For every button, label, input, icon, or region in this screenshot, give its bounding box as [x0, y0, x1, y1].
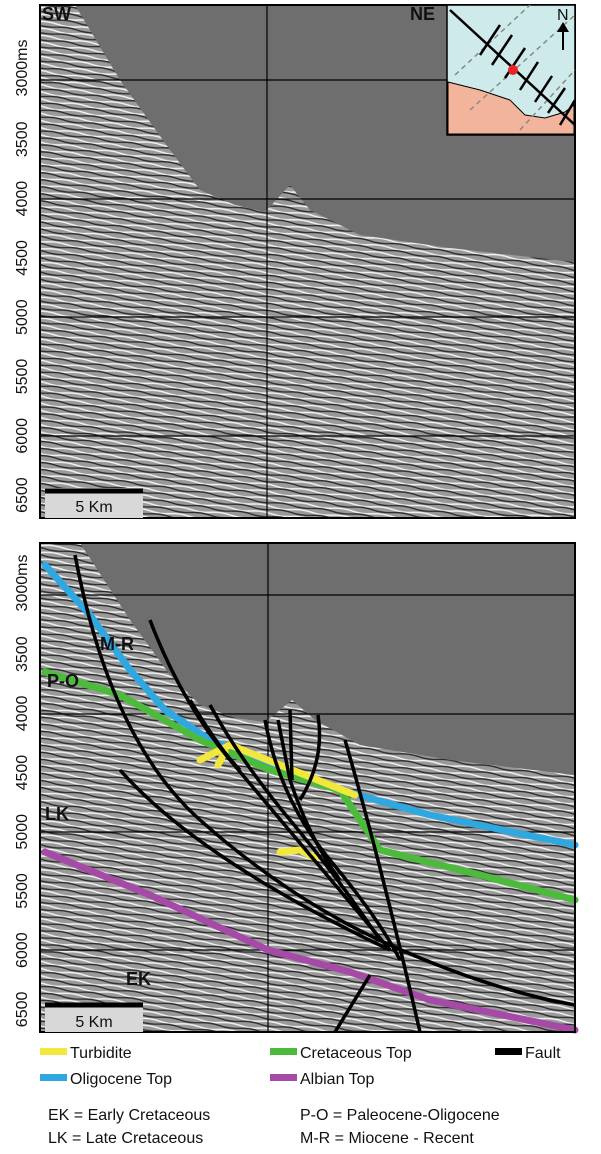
- horizon: [41, 561, 579, 849]
- y-tick-label: 3500: [14, 636, 31, 672]
- y-tick-label: 6500: [14, 477, 31, 513]
- legend-swatch: [40, 1074, 67, 1081]
- bottom-panel: 5 Km: [39, 542, 579, 1034]
- note: M-R = Miocene - Recent: [300, 1130, 474, 1147]
- horizon: [196, 741, 359, 799]
- horizon: [41, 848, 579, 1034]
- legend-swatch: [495, 1048, 522, 1055]
- unit-label: LK: [45, 804, 69, 824]
- legend-swatch: [40, 1048, 67, 1055]
- sw-label: SW: [42, 4, 71, 24]
- legend-label: Oligocene Top: [70, 1071, 172, 1088]
- y-tick-label: 4000: [14, 181, 31, 217]
- y-tick-label: 5500: [14, 873, 31, 909]
- note: LK = Late Cretaceous: [48, 1130, 203, 1147]
- note: P-O = Paleocene-Oligocene: [300, 1107, 500, 1124]
- legend-label: Fault: [525, 1045, 561, 1062]
- y-tick-label: 6000: [14, 418, 31, 454]
- unit-label: P-O: [47, 671, 79, 691]
- scale-box: [45, 1003, 143, 1032]
- legend-label: Cretaceous Top: [300, 1045, 412, 1062]
- legend-swatch: [270, 1048, 297, 1055]
- y-tick-label: 3000ms: [14, 555, 31, 612]
- legend-swatch: [270, 1074, 297, 1081]
- frame: [39, 4, 576, 519]
- y-tick-label: 5500: [14, 359, 31, 395]
- faults: [73, 554, 576, 1033]
- water: [80, 543, 575, 775]
- ne-label: NE: [410, 4, 435, 24]
- horizon: [41, 668, 579, 904]
- scale-label: 5 Km: [75, 499, 112, 516]
- y-tick-label: 3000ms: [14, 40, 31, 97]
- scale-label: 5 Km: [75, 1014, 112, 1031]
- unit-label: EK: [126, 969, 151, 989]
- y-tick-label: 6000: [14, 932, 31, 968]
- unit-label: M-R: [100, 634, 134, 654]
- top-panel: 5 Km SW NE N: [39, 4, 577, 519]
- frame: [39, 542, 576, 1033]
- legend-label: Albian Top: [300, 1071, 375, 1088]
- y-tick-label: 5000: [14, 814, 31, 850]
- note: EK = Early Cretaceous: [48, 1107, 210, 1124]
- y-tick-label: 4000: [14, 696, 31, 732]
- y-tick-label: 4500: [14, 240, 31, 276]
- north-label: N: [557, 7, 569, 24]
- y-tick-label: 5000: [14, 299, 31, 335]
- legend-label: Turbidite: [70, 1045, 132, 1062]
- y-tick-label: 3500: [14, 121, 31, 157]
- inset-map: N: [446, 4, 577, 136]
- y-tick-label: 4500: [14, 755, 31, 791]
- y-tick-label: 6500: [14, 992, 31, 1028]
